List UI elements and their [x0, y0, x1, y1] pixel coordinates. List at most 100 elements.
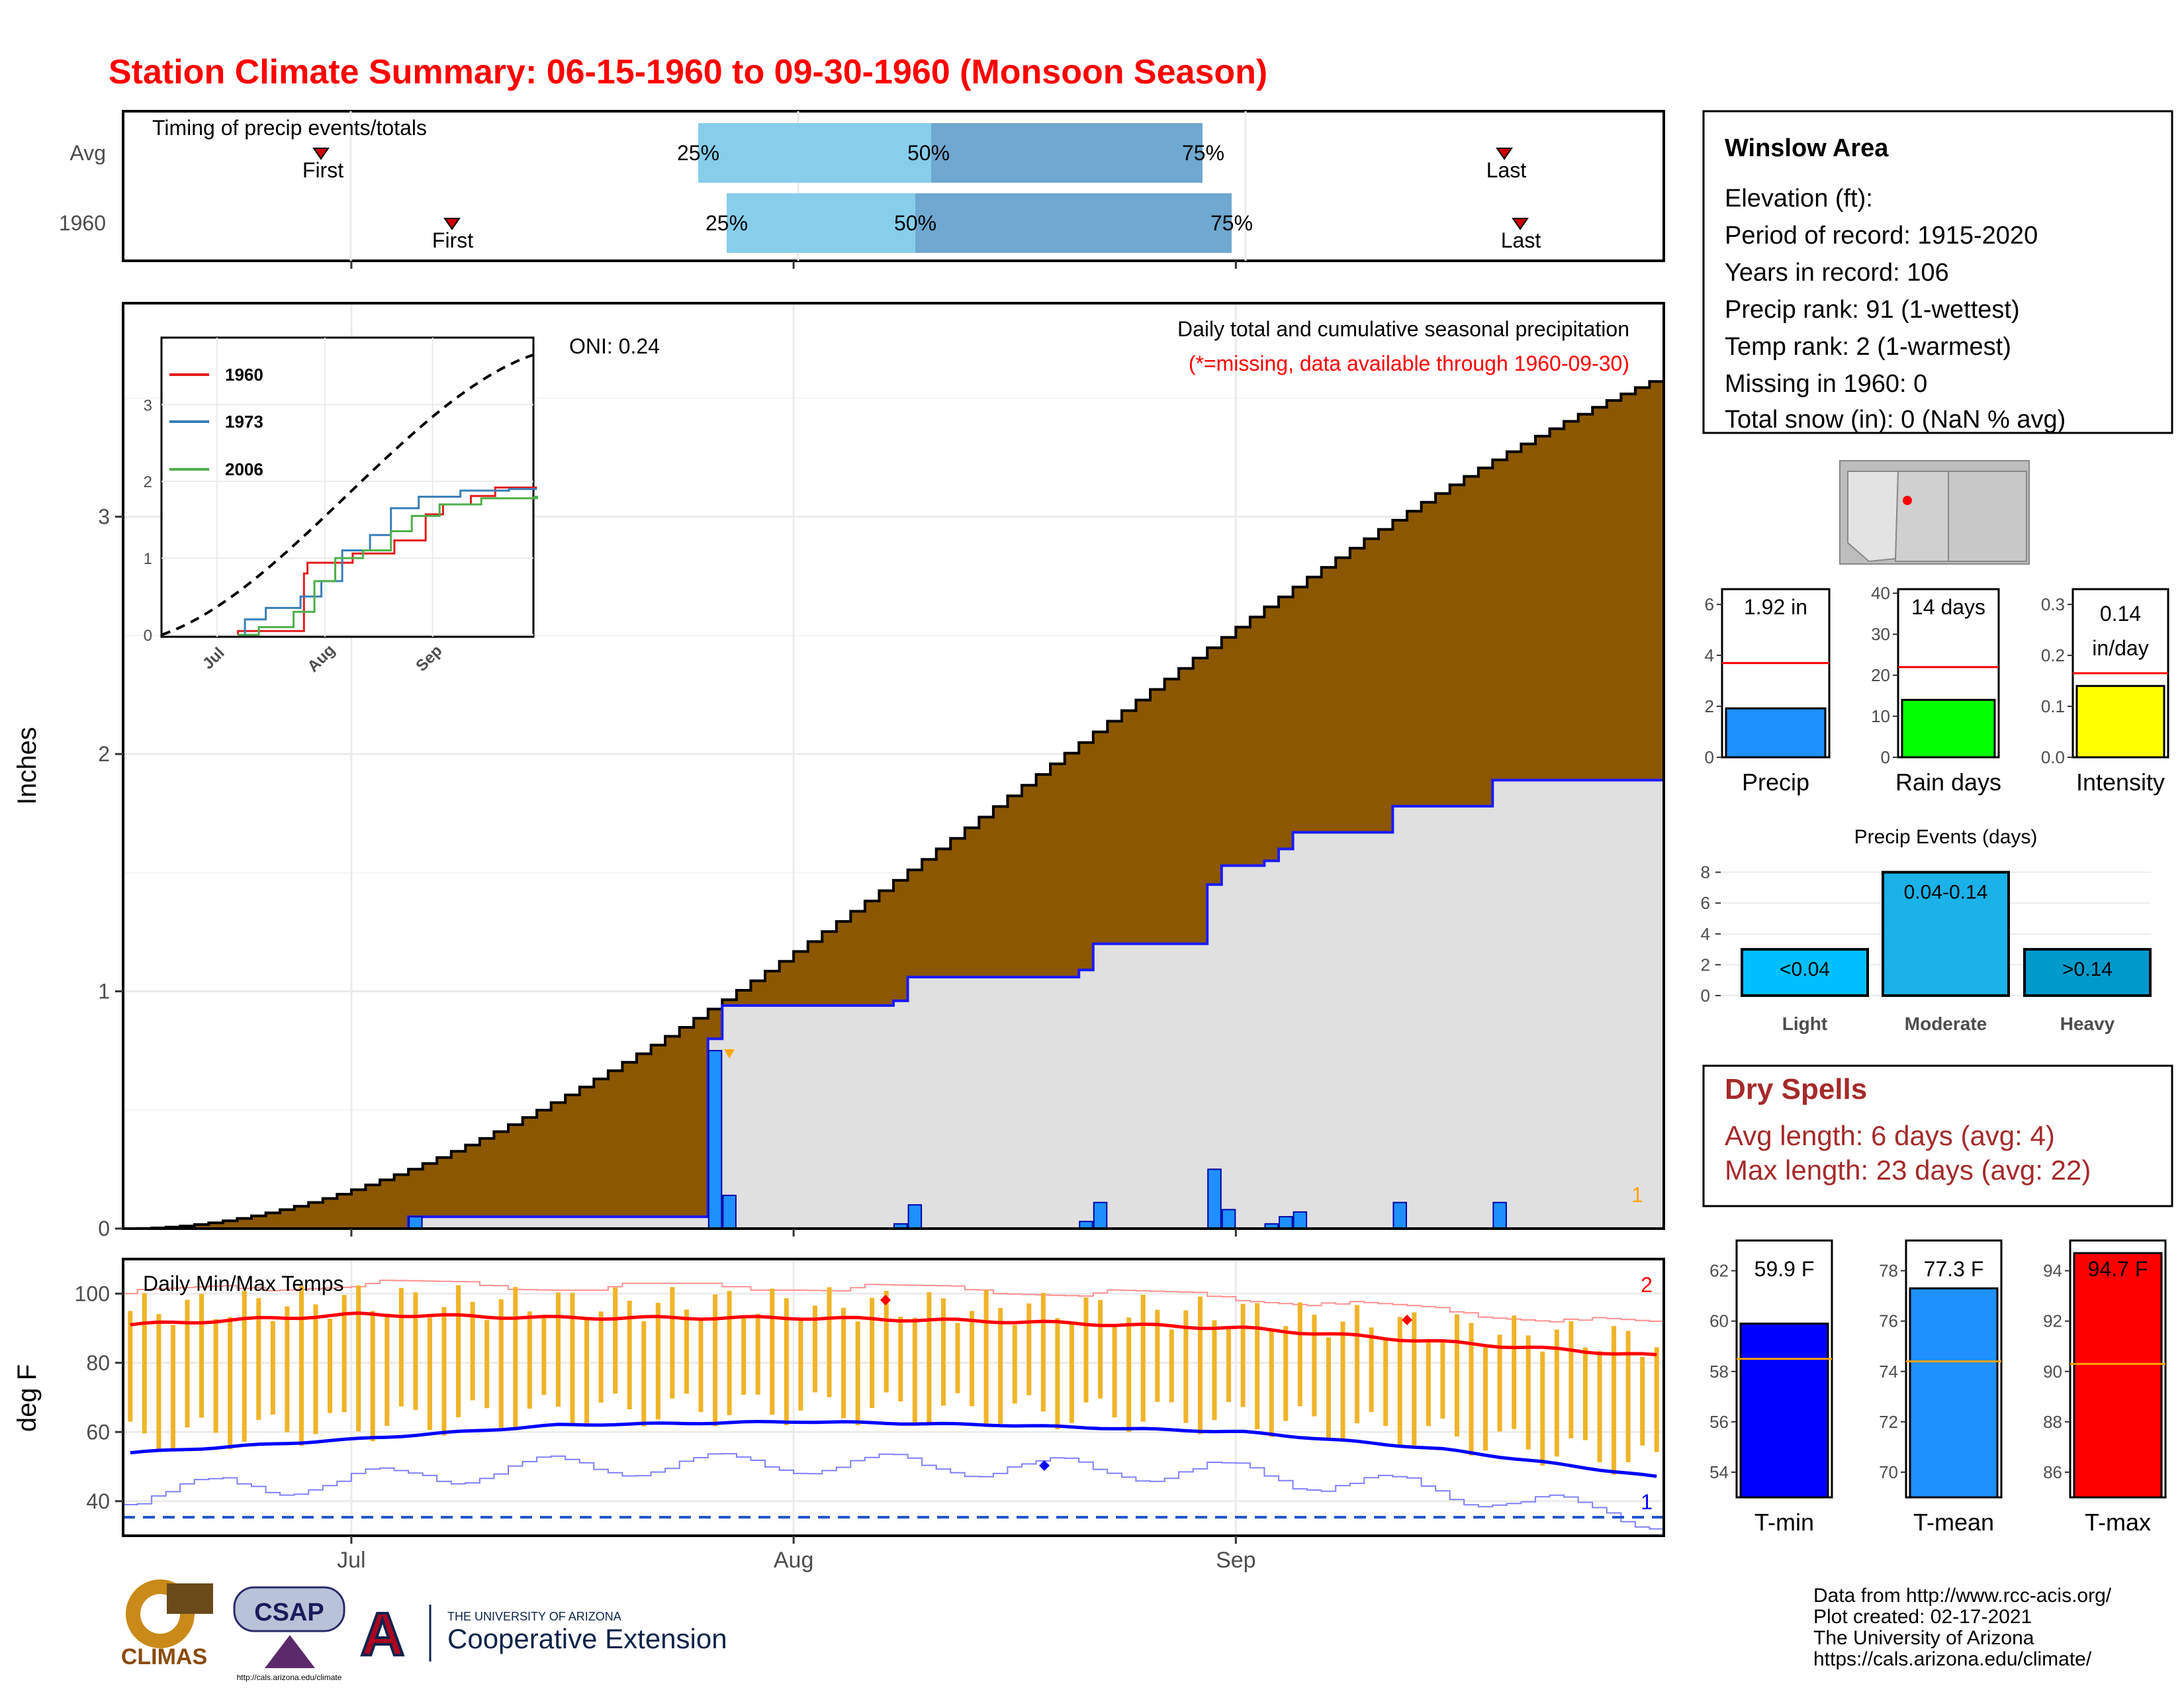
- tmin-summary-chart: 54 56 58 60 62 59.9 F T-min: [1709, 1239, 1833, 1536]
- inset-ytick-label: 3: [144, 397, 152, 414]
- summary-ytick-label: 92: [2043, 1311, 2062, 1331]
- summary-ytick-label: 76: [1879, 1311, 1898, 1331]
- daily-temp-bar: [228, 1317, 233, 1450]
- csap-logo: CSAP http://cals.arizona.edu/climate: [233, 1586, 345, 1682]
- tmean-summary-chart: 70 72 74 76 78 77.3 F T-mean: [1879, 1239, 2003, 1536]
- dry-spells-box: Dry Spells Avg length: 6 days (avg: 4) M…: [1702, 1064, 2173, 1207]
- summary-ytick-label: 0: [1705, 747, 1714, 767]
- station-name: Winslow Area: [1725, 134, 1889, 162]
- precip-events-category: Heavy: [2060, 1013, 2115, 1034]
- inset-line-1960: [237, 487, 537, 635]
- precip-events-bar: [1882, 870, 2010, 998]
- summary-ytick-label: 58: [1709, 1362, 1729, 1382]
- dry-spells-max-line: Max length: 23 days (avg: 22): [1725, 1154, 2091, 1186]
- summary-ytick-label: 74: [1879, 1362, 1898, 1382]
- timing-avg-last-marker: [1496, 148, 1513, 160]
- daily-temp-bar: [1140, 1294, 1146, 1422]
- timing-1960-q50-label: 50%: [894, 211, 936, 235]
- precip-events-category: Moderate: [1905, 1013, 1987, 1034]
- daily-temp-bar: [755, 1313, 760, 1395]
- temp-ytick-label: 80: [86, 1351, 110, 1375]
- precip-events-ytick-label: 8: [1701, 863, 1710, 882]
- station-line-precip-rank: Precip rank: 91 (1-wettest): [1725, 296, 2020, 324]
- daily-temp-bar: [1569, 1321, 1574, 1438]
- tmin-summary-y-axis: 54 56 58 60 62: [1709, 1261, 1737, 1482]
- timing-1960-q50-75: [915, 193, 1232, 253]
- daily-temp-bar: [812, 1305, 817, 1393]
- summary-ytick-label: 4: [1705, 645, 1714, 665]
- daily-temp-bar: [1454, 1314, 1459, 1436]
- station-line-years: Years in record: 106: [1725, 259, 1949, 287]
- climas-logo-block-icon: [167, 1583, 213, 1614]
- temp-xtick-label: Jul: [337, 1548, 365, 1573]
- precip-events-chart: Precip Events (days) <0.04 Light 0.04-0.14…: [1701, 826, 2152, 1034]
- timing-panel: Timing of precip events/totals Avg First…: [59, 110, 1665, 262]
- daily-temp-bar: [898, 1317, 903, 1402]
- precip-events-bar: [1741, 948, 1869, 998]
- intensity-summary-value-1: 0.14: [2100, 602, 2141, 626]
- dry-spells-avg-line: Avg length: 6 days (avg: 4): [1725, 1120, 2055, 1151]
- ua-logo-big-text: Cooperative Extension: [447, 1623, 727, 1654]
- intensity-summary-label: Intensity: [2076, 769, 2165, 796]
- daily-temp-bar: [1098, 1299, 1103, 1399]
- inset-ytick-label: 2: [144, 473, 152, 491]
- precip-ytick-label: 3: [98, 505, 110, 529]
- daily-temp-bar: [1540, 1351, 1545, 1466]
- station-location-dot: [1903, 496, 1912, 505]
- precip-panel-frame: [122, 302, 1665, 1230]
- tmax-summary-value: 94.7 F: [2088, 1257, 2148, 1281]
- summary-ytick-label: 70: [1879, 1462, 1898, 1482]
- daily-temp-bar: [698, 1319, 704, 1413]
- daily-temp-bar: [1597, 1351, 1602, 1462]
- daily-temp-bar: [498, 1299, 504, 1428]
- temp-panel-title: Daily Min/Max Temps: [143, 1272, 343, 1295]
- record-high-marker-2: [1402, 1315, 1412, 1325]
- daily-temp-bar: [1126, 1317, 1132, 1432]
- daily-temp-bar: [470, 1301, 475, 1401]
- daily-temp-bar: [1383, 1340, 1388, 1427]
- tmean-summary-bar: [1909, 1287, 1999, 1499]
- daily-temp-bar: [912, 1317, 917, 1423]
- csap-logo-url: http://cals.arizona.edu/climate: [237, 1673, 342, 1682]
- timing-row-avg-label: Avg: [69, 141, 106, 165]
- daily-precip-bar: [707, 1050, 723, 1229]
- summary-ytick-label: 88: [2043, 1412, 2062, 1432]
- tmean-summary-value: 77.3 F: [1924, 1257, 1984, 1281]
- daily-temp-bar: [1355, 1305, 1360, 1424]
- timing-avg-q25-label: 25%: [677, 141, 719, 165]
- tmean-summary-label: T-mean: [1913, 1509, 1994, 1536]
- daily-temp-bar: [770, 1288, 775, 1415]
- daily-temp-bar: [1312, 1315, 1317, 1417]
- daily-temp-bar: [456, 1285, 461, 1417]
- rain-days-summary-label: Rain days: [1895, 769, 2001, 796]
- intensity-summary-bar: [2075, 684, 2165, 759]
- precip-summary-chart: 0 2 4 6 1.92 in Precip: [1705, 588, 1831, 796]
- daily-temp-bar: [1554, 1329, 1559, 1457]
- daily-temp-bar: [1497, 1335, 1502, 1432]
- daily-temp-bar: [1440, 1338, 1445, 1419]
- precip-events-bar-label: 0.04-0.14: [1904, 882, 1988, 904]
- summary-ytick-label: 0: [1881, 747, 1890, 767]
- daily-temp-bar: [955, 1323, 960, 1393]
- daily-temp-bar: [484, 1320, 490, 1409]
- daily-temp-bar: [128, 1311, 133, 1422]
- timing-1960-q25-50: [727, 193, 915, 253]
- oni-label: ONI: 0.24: [569, 334, 660, 358]
- daily-temp-bar: [1612, 1326, 1617, 1475]
- temp-xtick-label: Aug: [774, 1548, 814, 1573]
- daily-precip-bar: [907, 1204, 923, 1229]
- precip-events-ytick-label: 2: [1701, 955, 1710, 974]
- precip-events-bar-label: >0.14: [2062, 959, 2113, 980]
- temp-xtick-label: Sep: [1216, 1548, 1256, 1573]
- timing-avg-first-marker: [312, 148, 330, 160]
- missing-marker: [724, 1049, 735, 1058]
- daily-temp-bar: [670, 1287, 675, 1399]
- daily-temp-bar: [1197, 1296, 1203, 1434]
- daily-temp-bar: [298, 1286, 304, 1446]
- station-line-snow: Total snow (in): 0 (NaN % avg): [1725, 406, 2066, 434]
- daily-temp-bar: [398, 1288, 404, 1407]
- inset-legend-2006: 2006: [225, 459, 263, 479]
- locator-map: [1839, 460, 2030, 565]
